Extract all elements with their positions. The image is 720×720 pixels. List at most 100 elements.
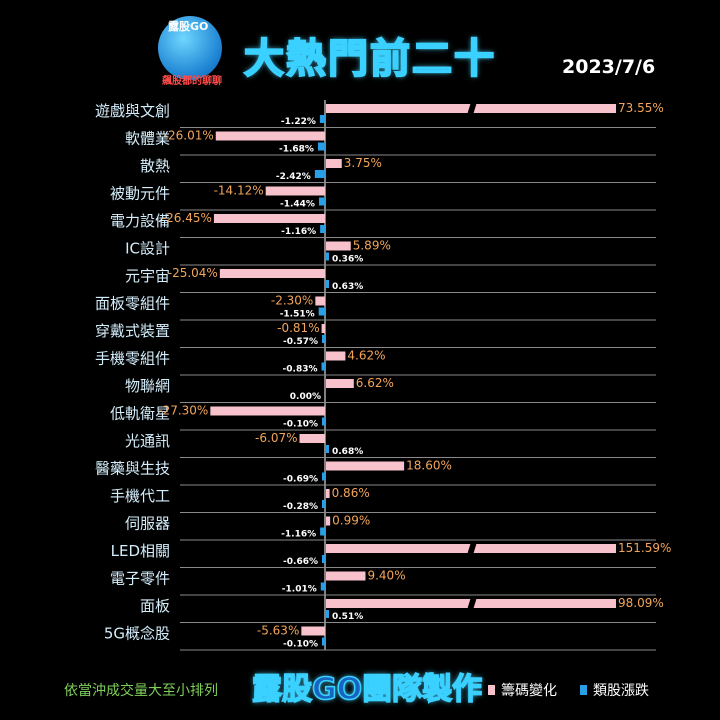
stock-bar: [319, 115, 325, 123]
chip-bar: [210, 406, 325, 416]
stock-bar: [320, 582, 325, 591]
stock-value-label: 0.00%: [290, 392, 321, 402]
category-label: 手機代工: [110, 487, 170, 505]
page-title: 大熱門前二十: [243, 35, 496, 83]
axis-break-mark: [467, 102, 477, 115]
stock-bar: [322, 637, 325, 646]
stock-value-label: -2.42%: [276, 172, 311, 182]
chip-bar: [301, 626, 325, 636]
chip-bar: [326, 489, 330, 498]
chip-value-label: 98.09%: [618, 596, 664, 610]
category-label: 穿戴式裝置: [95, 322, 170, 340]
category-label: 遊戲與文創: [95, 102, 170, 120]
legend-swatch-chip: [488, 685, 495, 695]
stock-bar: [321, 362, 325, 371]
category-label: 散熱: [140, 157, 170, 175]
category-label: LED相關: [111, 542, 170, 560]
category-label: 伺服器: [125, 515, 170, 533]
legend-label-stock: 類股漲跌: [593, 683, 649, 699]
chip-value-label: 18.60%: [406, 459, 452, 473]
category-label: 手機零組件: [95, 350, 170, 368]
category-label: 5G概念股: [104, 625, 170, 643]
category-label: 物聯網: [125, 377, 170, 395]
category-label: 面板: [140, 597, 170, 615]
chip-value-label: 73.55%: [618, 101, 664, 115]
stock-value-label: -1.44%: [280, 200, 315, 210]
chip-value-label: 3.75%: [344, 156, 382, 170]
stock-bar: [322, 472, 325, 481]
category-label: 光通訊: [125, 432, 170, 450]
chip-bar: [265, 186, 325, 196]
chip-value-label: -14.12%: [214, 184, 264, 198]
chip-value-label: 0.99%: [332, 514, 370, 528]
chip-bar: [326, 461, 405, 471]
legend-swatch-stock: [580, 685, 587, 695]
stock-value-label: -0.66%: [283, 557, 318, 567]
legend-item-chip: 籌碼變化: [488, 680, 557, 700]
category-label: 低軌衛星: [110, 405, 170, 423]
chip-bar: [215, 131, 325, 141]
category-label: 元宇宙: [125, 267, 170, 285]
sort-note: 依當沖成交量大至小排列: [64, 683, 218, 699]
category-label: 軟體業: [125, 130, 170, 148]
chip-bar: [321, 324, 325, 333]
stock-bar: [317, 142, 325, 151]
chip-value-label: -25.04%: [168, 266, 218, 280]
brand-logo: 露股GO 飆股都的聊聊: [150, 14, 234, 87]
report-date: 2023/7/6: [562, 56, 656, 78]
stock-value-label: -0.83%: [283, 365, 318, 375]
stock-value-label: -1.68%: [279, 145, 314, 155]
chip-bar: [213, 214, 325, 223]
chip-value-label: -27.30%: [158, 404, 208, 418]
stock-value-label: 0.68%: [332, 447, 363, 457]
stock-value-label: 0.51%: [332, 612, 363, 622]
legend-label-chip: 籌碼變化: [501, 683, 557, 699]
category-label: 醫藥與生技: [95, 460, 170, 478]
stock-bar: [326, 252, 329, 261]
category-label: 電力設備: [110, 212, 170, 230]
axis-break-mark: [467, 542, 477, 555]
category-label: IC設計: [125, 240, 170, 258]
stock-value-label: 0.63%: [332, 282, 363, 292]
chip-value-label: -26.45%: [162, 211, 212, 225]
stock-value-label: -1.16%: [281, 227, 316, 237]
stock-value-label: -0.28%: [283, 502, 318, 512]
chip-value-label: 0.86%: [332, 486, 370, 500]
chip-bar: [326, 241, 351, 251]
stock-value-label: -0.10%: [283, 640, 318, 650]
chip-bar: [326, 351, 346, 361]
chip-value-label: -5.63%: [257, 624, 299, 638]
chip-value-label: -6.07%: [255, 431, 297, 445]
stock-value-label: -1.51%: [280, 310, 315, 320]
stock-value-label: -1.16%: [281, 530, 316, 540]
stock-value-label: -0.69%: [283, 475, 318, 485]
logo-bottom-text: 飆股都的聊聊: [162, 76, 222, 87]
footer-brand: 露股GO團隊製作: [251, 671, 483, 708]
chip-bar: [326, 159, 342, 168]
stock-bar: [322, 417, 325, 426]
chip-bar: [219, 269, 325, 278]
legend-item-stock: 類股漲跌: [580, 680, 649, 700]
stock-value-label: -1.22%: [281, 117, 316, 127]
category-label: 被動元件: [110, 185, 170, 203]
chip-value-label: 5.89%: [353, 239, 391, 253]
chip-value-label: -26.01%: [164, 129, 214, 143]
chip-bar: [326, 516, 331, 526]
chip-bar: [326, 571, 366, 581]
chip-value-label: 151.59%: [618, 541, 671, 555]
chip-value-label: 4.62%: [347, 349, 385, 363]
chip-value-label: 6.62%: [356, 376, 394, 390]
chip-value-label: 9.40%: [367, 569, 405, 583]
stock-bar: [320, 527, 325, 536]
category-label: 面板零組件: [95, 295, 170, 313]
stock-bar: [322, 555, 325, 563]
stock-value-label: 0.36%: [332, 255, 363, 265]
stock-bar: [326, 280, 329, 288]
stock-bar: [318, 307, 325, 316]
chip-value-label: -2.30%: [271, 294, 313, 308]
logo-emblem: [158, 16, 222, 80]
stock-bar: [326, 445, 329, 453]
chip-bar: [326, 379, 354, 388]
stock-value-label: -1.01%: [282, 585, 317, 595]
